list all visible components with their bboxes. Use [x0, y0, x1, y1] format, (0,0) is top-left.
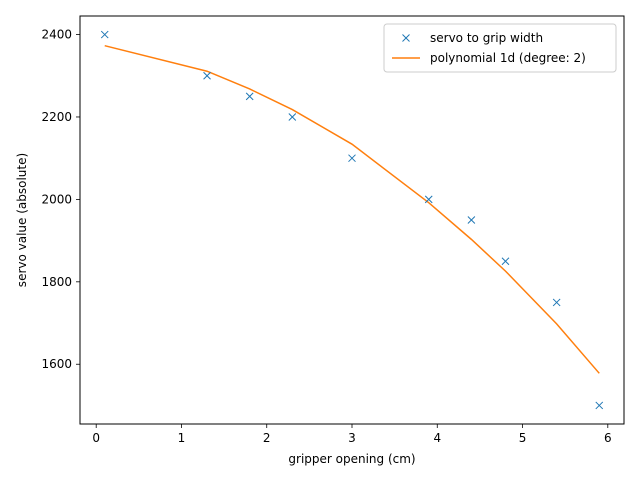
legend-label-polynomial: polynomial 1d (degree: 2) [430, 51, 586, 65]
data-point [501, 257, 510, 266]
legend-marker-servo [402, 34, 410, 42]
legend-x-marker [402, 34, 410, 42]
y-tick-label: 2000 [41, 192, 72, 206]
x-tick-label: 1 [178, 431, 186, 445]
y-tick-label: 2200 [41, 110, 72, 124]
x-axis-label: gripper opening (cm) [288, 452, 415, 466]
legend-label-servo: servo to grip width [430, 31, 543, 45]
x-tick-label: 5 [519, 431, 527, 445]
data-point [100, 30, 109, 39]
x-tick-label: 6 [604, 431, 612, 445]
y-tick-label: 1800 [41, 275, 72, 289]
x-tick-label: 2 [263, 431, 271, 445]
series-polynomial-line [104, 44, 600, 374]
y-tick-label: 1600 [41, 357, 72, 371]
x-axis: 0 1 2 3 4 5 6 [92, 424, 612, 445]
plot-area [100, 30, 604, 410]
data-point [245, 92, 254, 101]
y-tick-label: 2400 [41, 28, 72, 42]
data-point [288, 113, 297, 121]
x-tick-label: 4 [433, 431, 441, 445]
data-point [203, 71, 211, 80]
y-axis: 1600 1800 2000 2200 2400 [41, 28, 80, 371]
data-point [348, 154, 356, 163]
data-point [595, 401, 604, 410]
legend-box [383, 23, 617, 73]
x-tick-label: 0 [92, 431, 100, 445]
data-point [424, 195, 433, 204]
data-point [552, 298, 561, 307]
x-tick-label: 3 [348, 431, 356, 445]
data-point [467, 216, 476, 224]
legend: servo to grip width polynomial 1d (degre… [383, 23, 617, 73]
y-axis-label: servo value (absolute) [15, 153, 29, 287]
